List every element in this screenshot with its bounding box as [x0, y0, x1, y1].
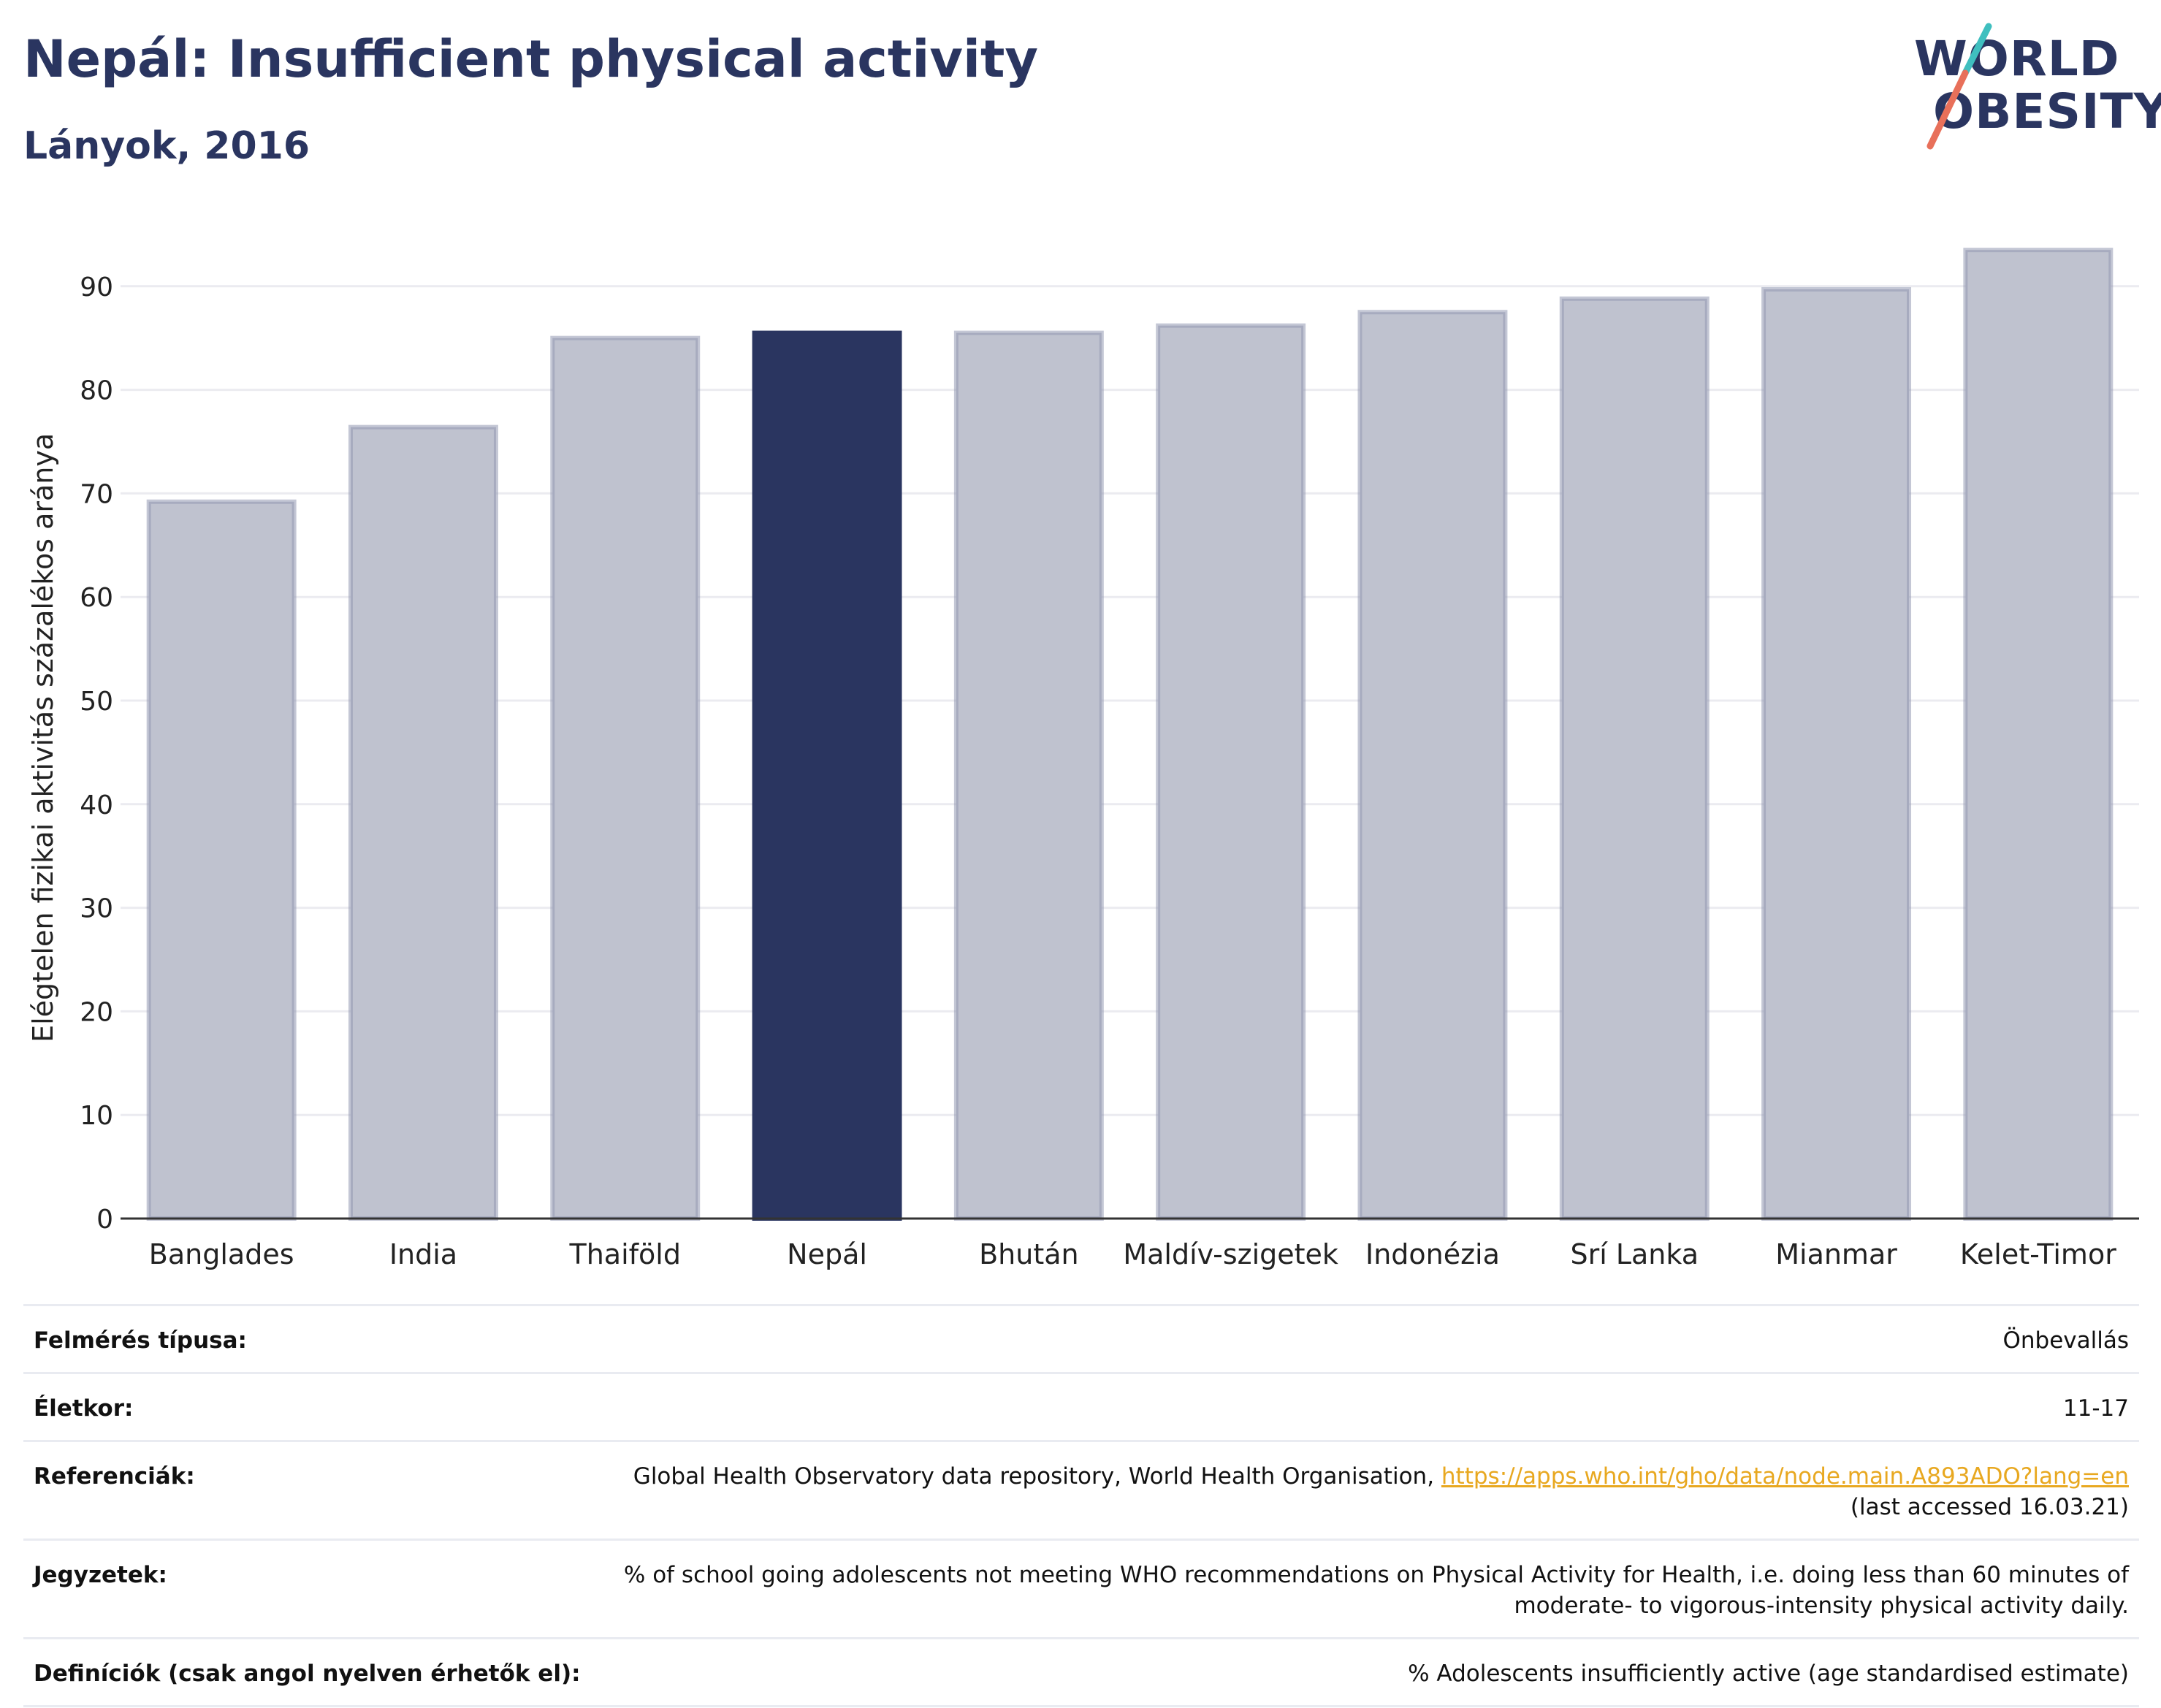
logo-slash-icon — [1926, 23, 1992, 150]
x-tick-label: Mianmar — [1775, 1238, 1897, 1270]
x-tick-label: Thaiföld — [569, 1238, 681, 1270]
info-label-age: Életkor: — [23, 1372, 591, 1442]
info-row-survey-type: Felmérés típusa: Önbevallás — [23, 1304, 2139, 1374]
x-tick-label: Maldív-szigetek — [1123, 1238, 1338, 1270]
info-value-notes: % of school going adolescents not meetin… — [590, 1539, 2139, 1639]
y-axis-label: Elégtelen fizikai aktivitás százalékos a… — [27, 433, 59, 1042]
info-label-survey-type: Felmérés típusa: — [23, 1304, 591, 1374]
info-row-definitions: Definíciók (csak angol nyelven érhetők e… — [23, 1637, 2139, 1707]
info-row-age: Életkor: 11-17 — [23, 1372, 2139, 1442]
y-tick-label: 60 — [80, 583, 113, 613]
y-tick-label: 30 — [80, 894, 113, 924]
info-label-references: Referenciák: — [23, 1440, 591, 1541]
bar-7 — [1559, 296, 1710, 1221]
bar-3 — [752, 330, 902, 1221]
bar-chart: 0 10 20 30 40 50 60 70 80 90 Banglades India Thaifö… — [27, 248, 2139, 1270]
world-obesity-logo: WORLD OBESITY — [1907, 22, 2161, 153]
reference-accessed: (last accessed 16.03.21) — [1850, 1494, 2129, 1520]
info-label-notes: Jegyzetek: — [23, 1539, 591, 1639]
x-tick-label: Srí Lanka — [1570, 1238, 1699, 1270]
bar-4 — [953, 330, 1104, 1221]
bar-2 — [550, 335, 701, 1221]
info-row-notes: Jegyzetek: % of school going adolescents… — [23, 1539, 2139, 1639]
x-tick-label: Indonézia — [1365, 1238, 1500, 1270]
x-tick-label: Bhután — [979, 1238, 1079, 1270]
x-tick-label: India — [389, 1238, 457, 1270]
info-table: Felmérés típusa: Önbevallás Életkor: 11-… — [23, 1304, 2139, 1707]
y-tick-label: 40 — [80, 790, 113, 820]
info-value-age: 11-17 — [590, 1372, 2139, 1442]
x-tick-labels: Banglades India Thaiföld Nepál Bhután Maldív-… — [149, 1238, 2116, 1270]
logo-line-1: WORLD — [1914, 31, 2120, 87]
y-tick-label: 10 — [80, 1101, 113, 1131]
reference-text: Global Health Observatory data repositor… — [633, 1463, 1435, 1490]
y-tick-label: 0 — [96, 1205, 113, 1235]
y-tick-label: 50 — [80, 687, 113, 717]
bar-8 — [1761, 287, 1912, 1221]
y-tick-label: 20 — [80, 997, 113, 1027]
bar-0 — [146, 499, 297, 1221]
bar-6 — [1357, 310, 1508, 1221]
info-value-references: Global Health Observatory data repositor… — [590, 1440, 2139, 1541]
x-tick-label: Kelet-Timor — [1960, 1238, 2116, 1270]
bar-1 — [348, 424, 498, 1221]
y-tick-label: 80 — [80, 376, 113, 406]
logo-line-2: OBESITY — [1933, 83, 2161, 140]
x-tick-label: Banglades — [149, 1238, 294, 1270]
y-tick-label: 70 — [80, 479, 113, 509]
reference-link[interactable]: https://apps.who.int/gho/data/node.main.… — [1441, 1463, 2129, 1490]
bar-9 — [1963, 248, 2114, 1221]
info-value-definitions: % Adolescents insufficiently active (age… — [590, 1637, 2139, 1707]
chart-title: Nepál: Insufficient physical activity — [23, 29, 1039, 89]
bars — [146, 248, 2114, 1221]
chart-subtitle: Lányok, 2016 — [23, 124, 310, 168]
info-value-survey-type: Önbevallás — [590, 1304, 2139, 1374]
y-tick-label: 90 — [80, 272, 113, 302]
y-tick-labels: 0 10 20 30 40 50 60 70 80 90 — [80, 272, 113, 1235]
info-row-references: Referenciák: Global Health Observatory d… — [23, 1440, 2139, 1541]
info-label-definitions: Definíciók (csak angol nyelven érhetők e… — [23, 1637, 591, 1707]
x-tick-label: Nepál — [787, 1238, 867, 1270]
bar-5 — [1156, 323, 1306, 1221]
